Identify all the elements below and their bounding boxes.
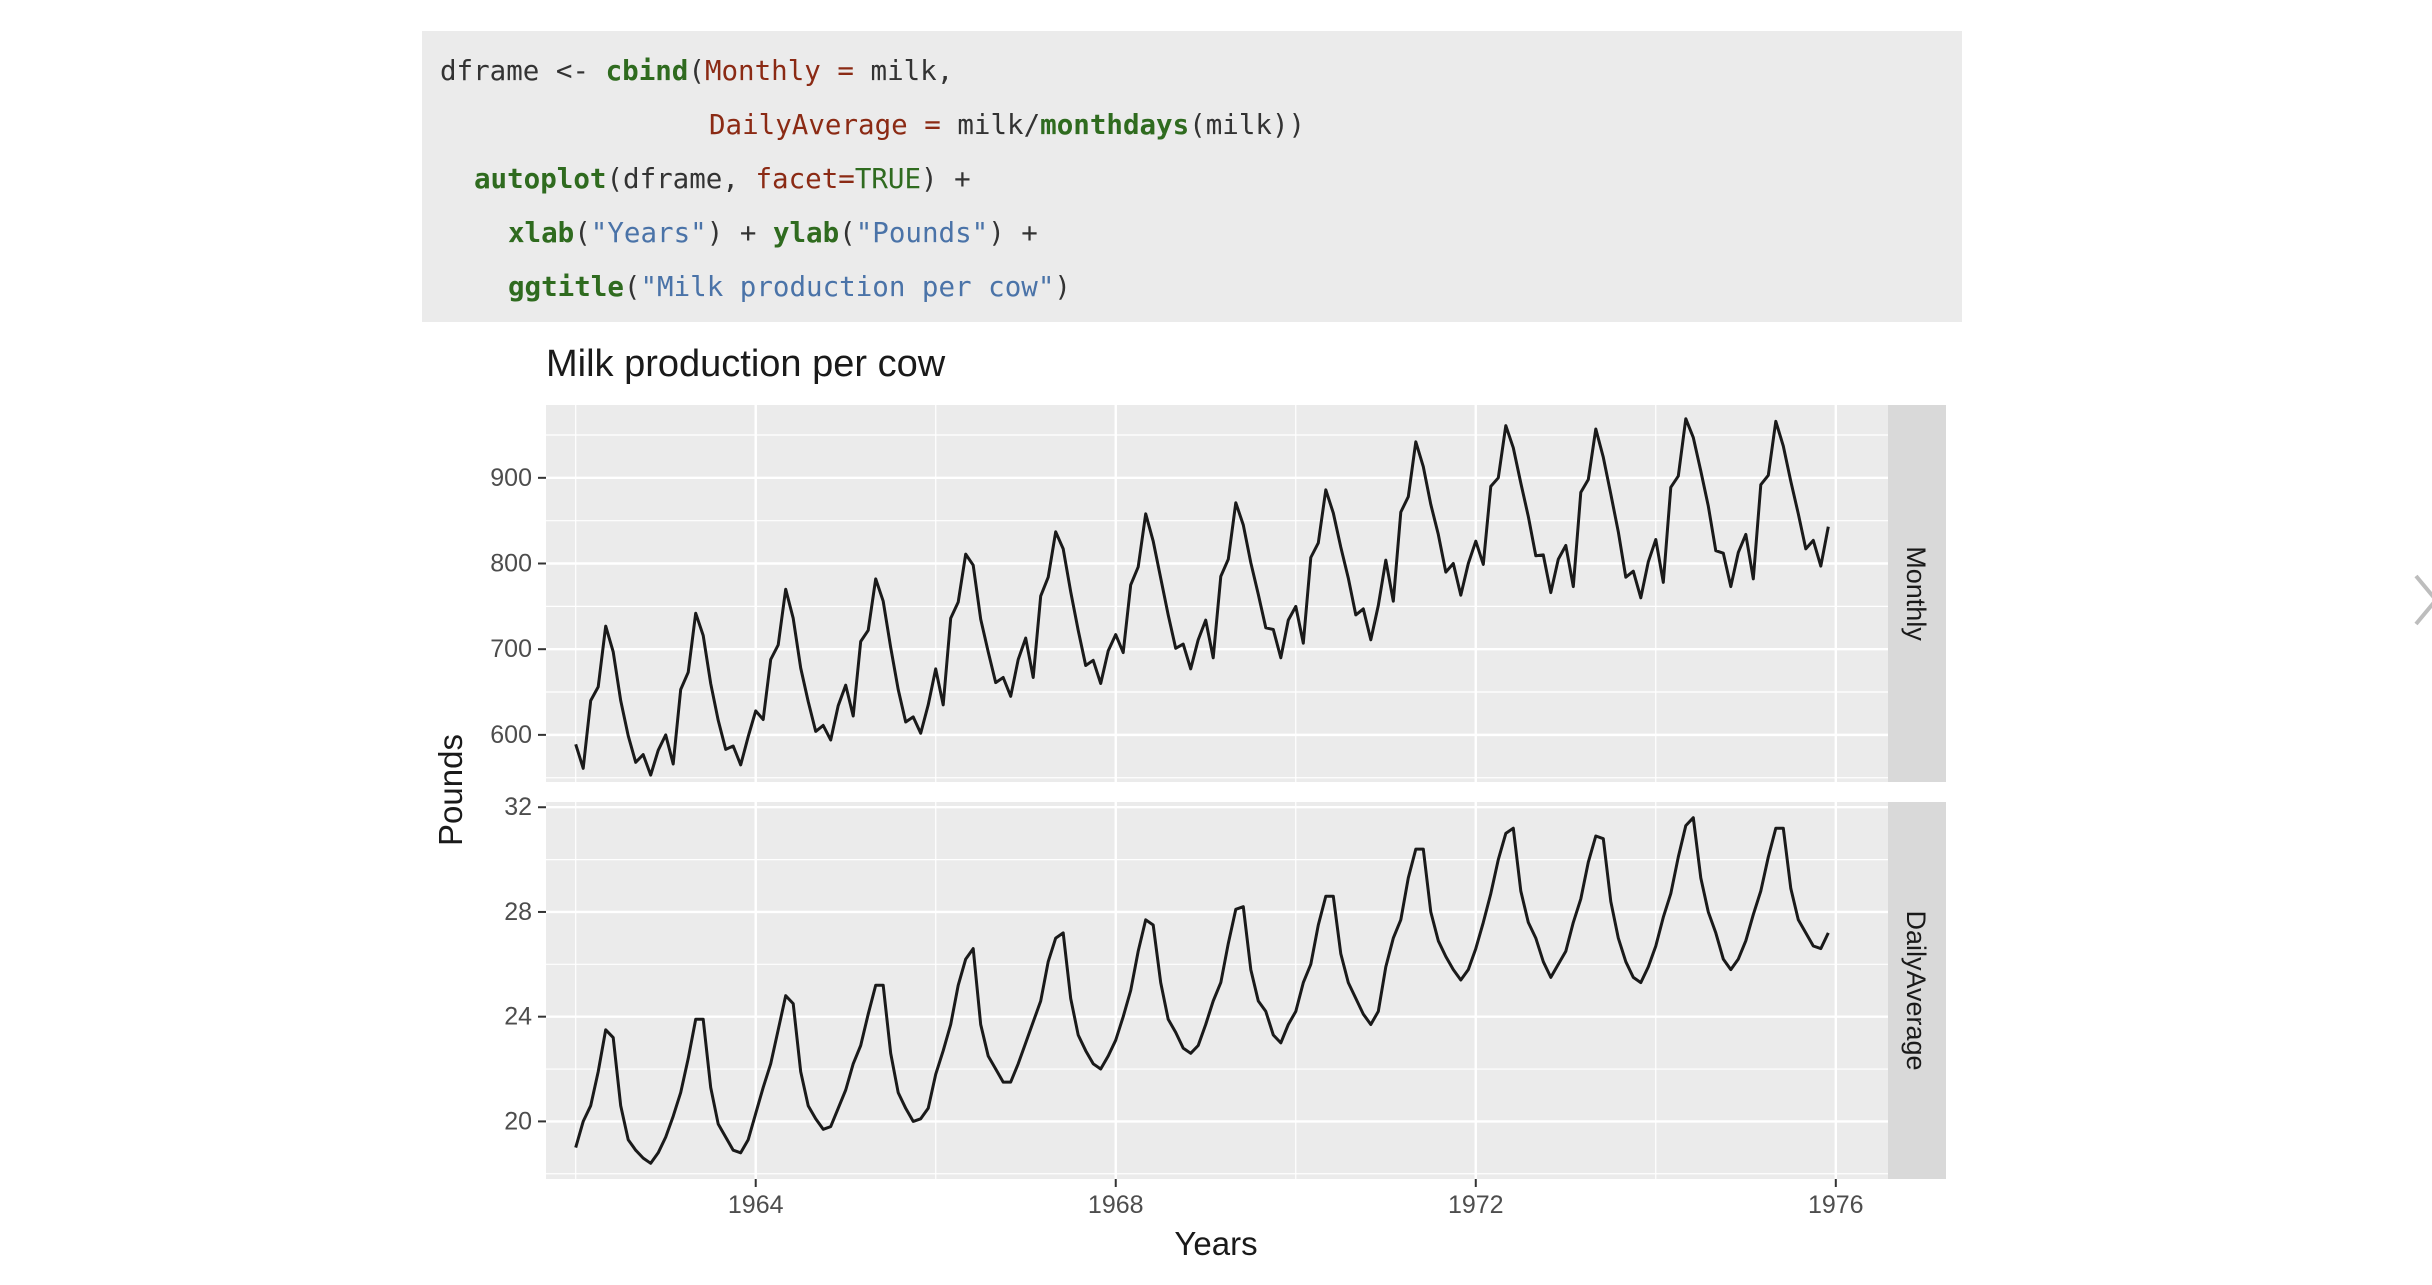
x-axis: 1964 1968 1972 1976 xyxy=(728,1179,1864,1219)
next-slide-button[interactable] xyxy=(2410,570,2432,630)
y-tick-label: 20 xyxy=(504,1107,532,1135)
code-token: ) xyxy=(1054,271,1071,303)
code-token: ) + xyxy=(988,217,1038,249)
code-token: dframe <- xyxy=(440,55,606,87)
code-block: dframe <- cbind(Monthly = milk, DailyAve… xyxy=(422,31,1962,322)
code-line: xlab("Years") + ylab("Pounds") + xyxy=(508,213,1038,253)
panel-background xyxy=(546,405,1888,782)
facet-strip xyxy=(1888,405,1946,782)
facet-strip xyxy=(1888,802,1946,1179)
x-tick-label: 1976 xyxy=(1808,1191,1864,1219)
facet-strip-label: DailyAverage xyxy=(1901,910,1931,1070)
code-token: ( xyxy=(688,55,705,87)
code-function: cbind xyxy=(605,55,689,87)
series-line-dailyaverage xyxy=(574,816,1830,1165)
code-argument: DailyAverage = xyxy=(709,109,958,141)
code-token: (dframe, xyxy=(606,163,756,195)
code-token: ) + xyxy=(921,163,971,195)
y-tick-label: 32 xyxy=(504,793,532,821)
code-line: dframe <- cbind(Monthly = milk, xyxy=(440,51,953,91)
series-line-monthly xyxy=(574,417,1830,777)
facet-panel-monthly: 600 700 800 900 Monthly xyxy=(490,405,1946,782)
y-tick-label: 700 xyxy=(490,635,532,663)
y-tick-label: 24 xyxy=(504,1003,532,1031)
y-axis-label: Pounds xyxy=(432,734,469,846)
code-line: DailyAverage = milk/monthdays(milk)) xyxy=(709,105,1305,145)
code-token: milk/ xyxy=(957,109,1041,141)
chevron-right-icon xyxy=(2414,574,2432,626)
code-function: ggtitle xyxy=(508,271,624,303)
code-line: autoplot(dframe, facet=TRUE) + xyxy=(474,159,971,199)
code-string: "Milk production per cow" xyxy=(640,271,1055,303)
y-tick-label: 28 xyxy=(504,898,532,926)
code-token: ( xyxy=(623,271,641,303)
code-literal: TRUE xyxy=(854,163,922,195)
facet-panels: 600 700 800 900 Monthly 20 24 28 32 DailyAverage xyxy=(490,405,1946,1179)
x-axis-label: Years xyxy=(1174,1225,1257,1262)
chart-title: Milk production per cow xyxy=(546,343,946,385)
code-function: monthdays xyxy=(1040,109,1190,141)
code-token: ) + xyxy=(706,217,773,249)
x-tick-label: 1964 xyxy=(728,1191,784,1219)
code-string: "Pounds" xyxy=(855,217,989,249)
code-argument: Monthly = xyxy=(704,55,871,87)
code-function: xlab xyxy=(508,217,575,249)
chart-figure: Milk production per cow Pounds Years 600… xyxy=(422,330,1962,1280)
code-function: ylab xyxy=(772,217,840,249)
chart-svg: Milk production per cow Pounds Years 600… xyxy=(432,343,1946,1262)
facet-strip-label: Monthly xyxy=(1901,546,1931,641)
y-tick-label: 600 xyxy=(490,721,532,749)
x-tick-label: 1972 xyxy=(1448,1191,1504,1219)
code-argument: facet= xyxy=(755,163,855,195)
x-tick-label: 1968 xyxy=(1088,1191,1144,1219)
code-line: ggtitle("Milk production per cow") xyxy=(508,267,1071,307)
code-token: (milk)) xyxy=(1189,109,1306,141)
y-tick-label: 900 xyxy=(490,464,532,492)
code-token: milk, xyxy=(870,55,954,87)
code-token: ( xyxy=(839,217,856,249)
facet-panel-dailyaverage: 20 24 28 32 DailyAverage xyxy=(504,793,1946,1179)
code-token: ( xyxy=(574,217,591,249)
code-string: "Years" xyxy=(590,217,707,249)
code-function: autoplot xyxy=(474,163,607,195)
y-tick-label: 800 xyxy=(490,550,532,578)
